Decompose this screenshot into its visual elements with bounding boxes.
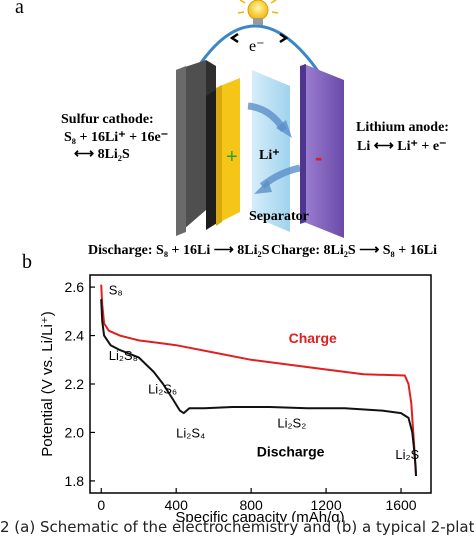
separator-label: Separator: [249, 209, 309, 224]
x-tick-label: 1600: [385, 497, 416, 513]
voltage-profile-chart: 0 400 800 1200 1600 1.8 2.0 2.2 2.4 2.6 S₈ Li₂S₈ Li…: [39, 274, 432, 522]
cathode-product: ⟷ 8Li₂S: [74, 147, 130, 162]
y-tick-label: 2.6: [65, 279, 85, 295]
panel-a-letter: a: [15, 0, 24, 18]
sulfur-cathode: [216, 78, 240, 226]
charge-series-label: Charge: [289, 330, 337, 346]
y-tick-label: 2.4: [65, 328, 85, 344]
charge-equation: Charge: 8Li₂S ⟶ S₈ + 16Li: [271, 243, 437, 258]
x-tick-label: 1200: [310, 497, 341, 513]
ion-label: Li⁺: [259, 148, 280, 163]
y-tick-label: 1.8: [65, 473, 85, 489]
anode-title: Lithium anode:: [356, 120, 449, 135]
battery-schematic: [176, 0, 344, 238]
electron-label: e⁻: [249, 38, 265, 55]
discharge-series-label: Discharge: [257, 444, 325, 460]
figure-caption: 2 (a) Schematic of the electrochemistry …: [0, 518, 474, 536]
species-label: S₈: [109, 282, 123, 297]
circuit-wire: [194, 24, 322, 75]
plus-sign: +: [226, 146, 238, 168]
species-label: Li₂S₆: [148, 382, 177, 397]
cathode-reaction: S₈ + 16Li⁺ + 16e⁻: [64, 130, 169, 145]
y-axis-label: Potential (V vs. Li/Li⁺): [39, 311, 56, 456]
anode-reaction: Li ⟷ Li⁺ + e⁻: [357, 139, 447, 154]
species-label: Li₂S₈: [109, 348, 138, 363]
lithium-anode: [300, 64, 344, 238]
cathode-collector: [176, 60, 222, 236]
ion-arrows: [247, 102, 301, 194]
y-tick-label: 2.2: [65, 376, 85, 392]
cathode-title: Sulfur cathode:: [61, 112, 154, 127]
discharge-equation: Discharge: S₈ + 16Li ⟶ 8Li₂S: [88, 243, 270, 258]
charge-curve: [100, 284, 417, 477]
panel-b-letter: b: [22, 251, 32, 273]
arrow-right-icon: [279, 32, 289, 44]
y-tick-label: 2.0: [65, 424, 85, 440]
arrow-left-icon: [229, 32, 239, 44]
x-tick-label: 0: [97, 497, 105, 513]
x-tick-label: 400: [165, 497, 189, 513]
x-axis-label: Specific capacity (mAh/g): [175, 509, 344, 522]
x-tick-label: 800: [239, 497, 263, 513]
plot-frame: [89, 274, 432, 494]
discharge-curve: [100, 299, 417, 477]
species-label: Li₂S: [395, 447, 419, 462]
species-label: Li₂S₄: [176, 425, 205, 440]
light-bulb-icon: [237, 0, 279, 25]
species-label: Li₂S₂: [277, 416, 306, 431]
minus-sign: -: [315, 145, 323, 170]
